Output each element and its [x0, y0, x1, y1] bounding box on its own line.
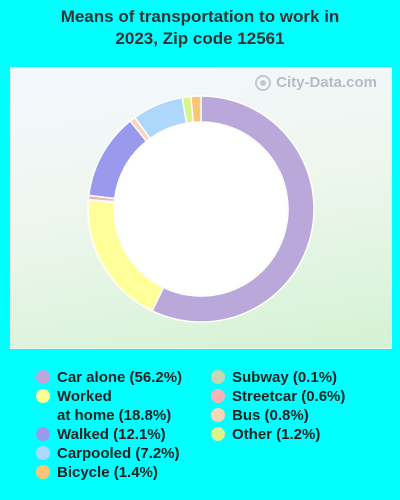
legend-item: Streetcar (0.6%) — [211, 387, 345, 406]
legend-swatch — [36, 389, 50, 403]
legend-label: Worked at home (18.8%) — [57, 388, 172, 424]
donut-chart — [87, 95, 315, 323]
legend-label: Walked (12.1%) — [57, 426, 166, 443]
plot-area: City-Data.com — [10, 67, 392, 349]
chart-title-line-2: 2023, Zip code 12561 — [115, 29, 285, 48]
watermark-text: City-Data.com — [276, 74, 377, 91]
watermark: City-Data.com — [255, 74, 377, 91]
legend-label: Subway (0.1%) — [232, 369, 338, 386]
legend-item: Bus (0.8%) — [211, 406, 309, 425]
chart-title-line-1: Means of transportation to work in — [60, 7, 340, 26]
legend-label: Streetcar (0.6%) — [232, 388, 346, 405]
donut-slice-car-alone — [151, 95, 315, 323]
legend-item: Subway (0.1%) — [211, 368, 337, 387]
legend-swatch — [211, 408, 225, 422]
legend-swatch — [36, 465, 50, 479]
legend-label: Bus (0.8%) — [232, 407, 309, 424]
legend-label: Other (1.2%) — [232, 426, 321, 443]
legend-item: Walked (12.1%) — [36, 425, 166, 444]
city-data-logo-icon — [255, 74, 272, 91]
legend-item: Car alone (56.2%) — [36, 368, 182, 387]
legend-swatch — [36, 446, 50, 460]
legend-label: Car alone (56.2%) — [57, 369, 183, 386]
legend-swatch — [211, 370, 225, 384]
donut-hole — [115, 123, 287, 295]
legend-item: Carpooled (7.2%) — [36, 444, 180, 463]
legend-swatch — [211, 427, 225, 441]
chart-title: Means of transportation to work in 2023,… — [0, 6, 400, 50]
legend-swatch — [36, 427, 50, 441]
legend-item: Bicycle (1.4%) — [36, 463, 158, 482]
legend: Car alone (56.2%) Worked at home (18.8%) W… — [0, 366, 400, 496]
legend-swatch — [36, 370, 50, 384]
legend-label: Carpooled (7.2%) — [57, 445, 180, 462]
legend-item: Other (1.2%) — [211, 425, 320, 444]
legend-item: Worked at home (18.8%) — [36, 387, 171, 425]
donut-slice-bicycle — [190, 95, 202, 124]
legend-label: Bicycle (1.4%) — [57, 464, 158, 481]
legend-swatch — [211, 389, 225, 403]
